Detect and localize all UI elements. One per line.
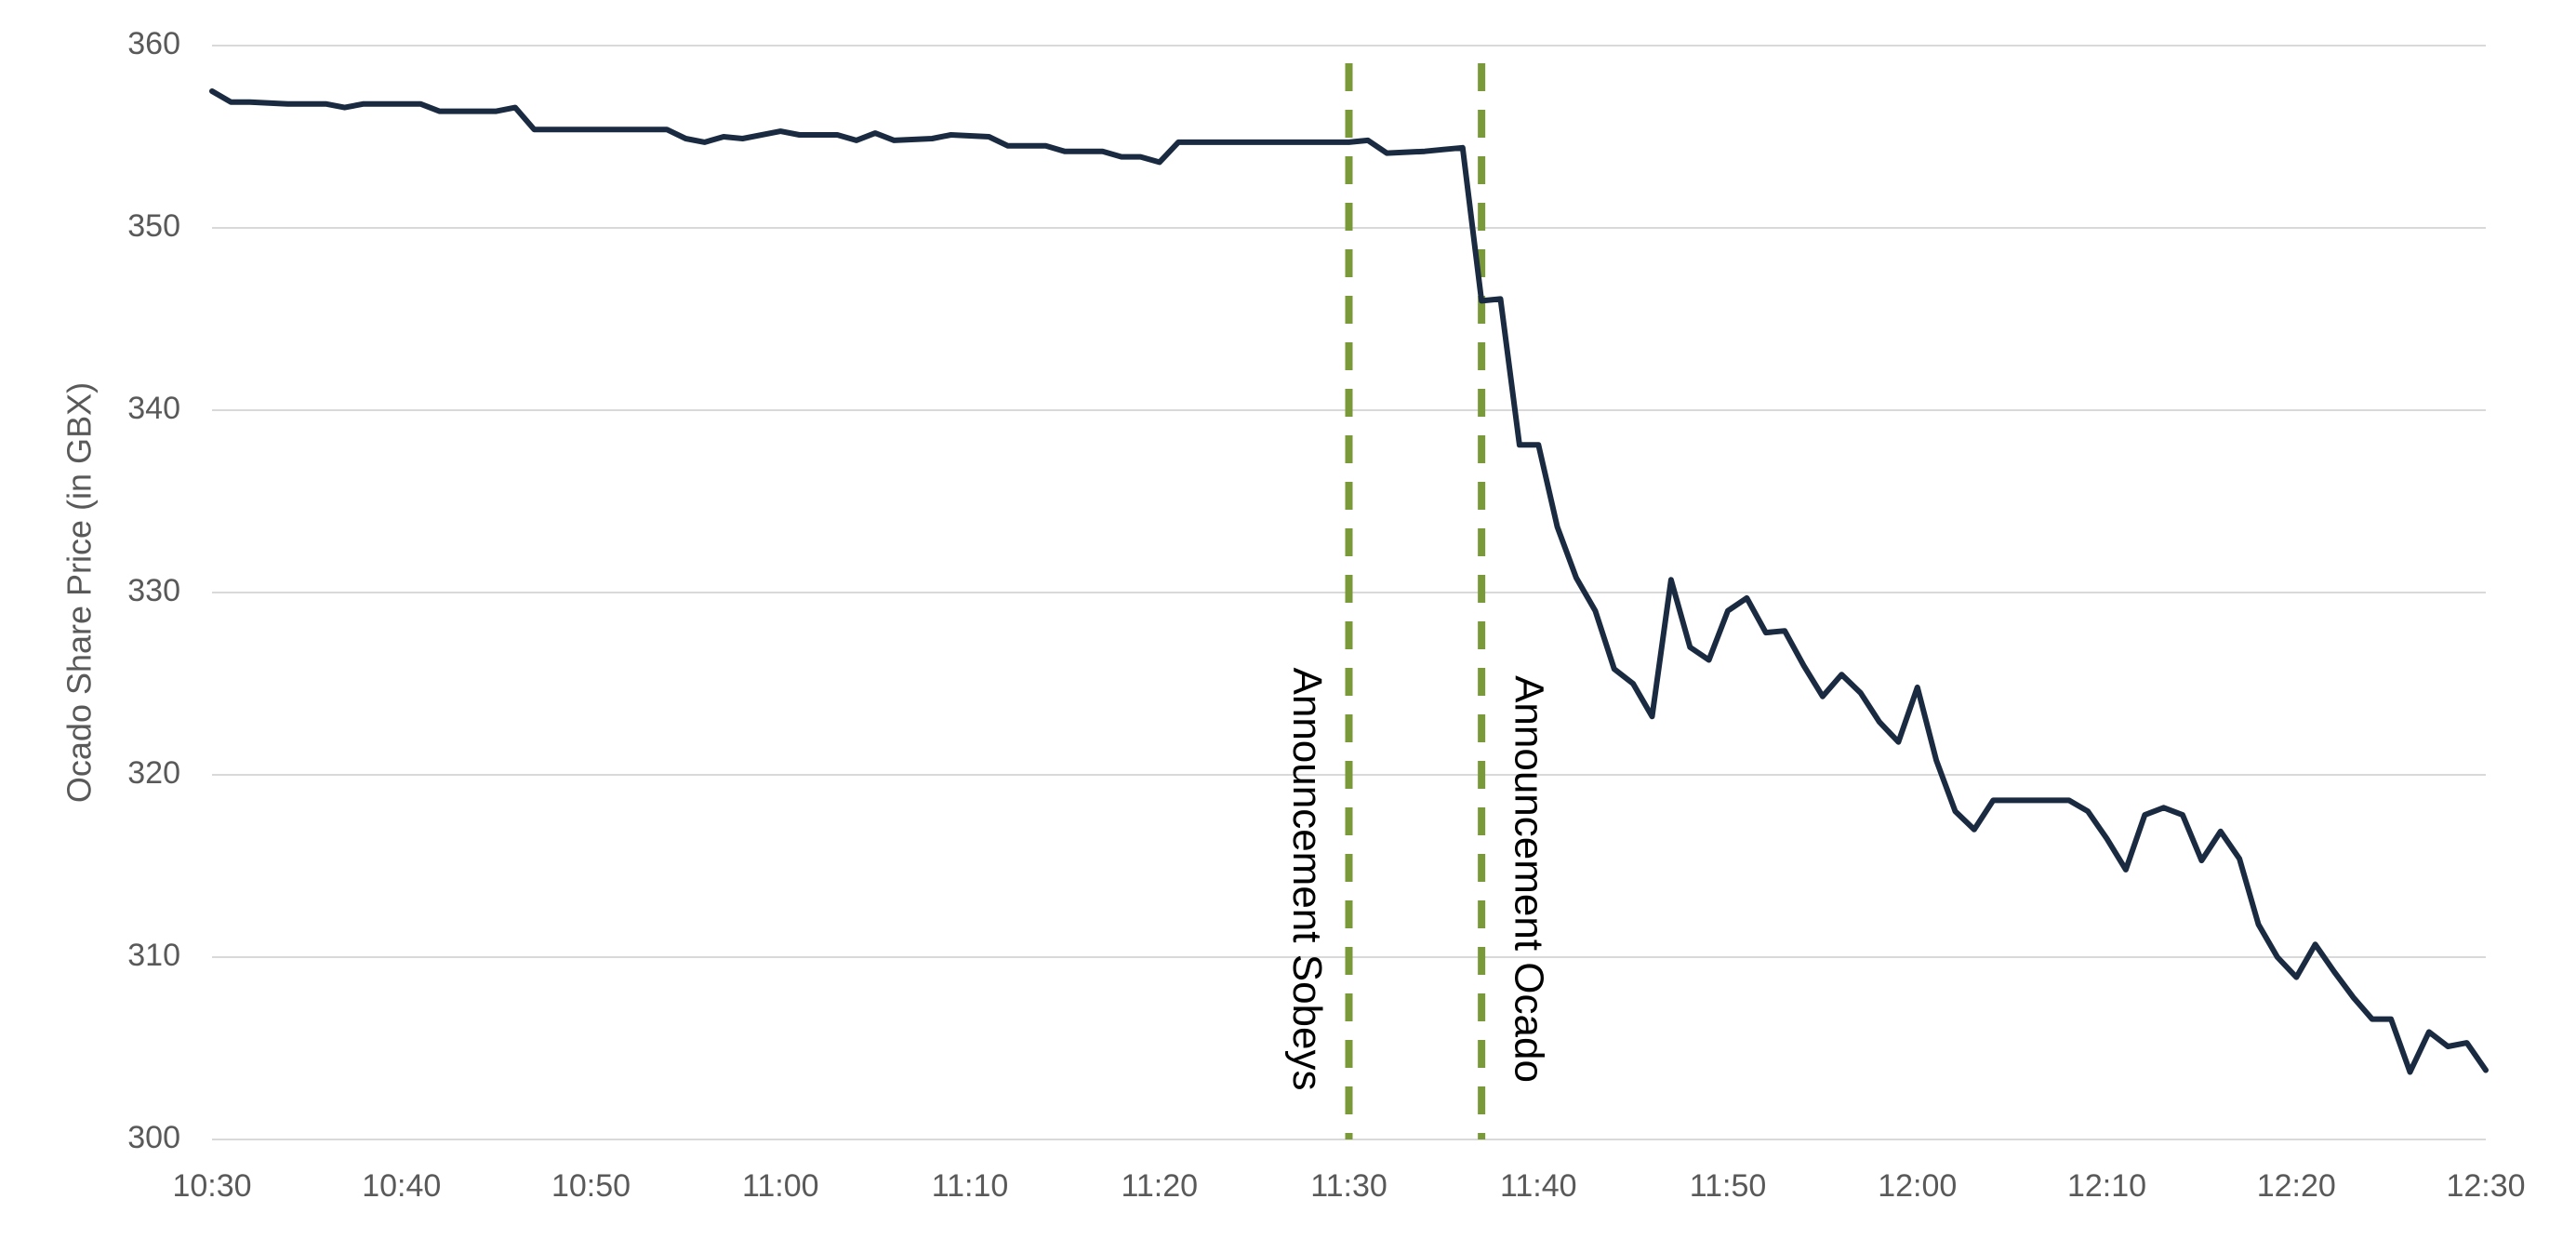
x-tick-label: 11:00 (742, 1168, 819, 1204)
y-tick-label: 330 (127, 573, 180, 608)
y-tick-label: 320 (127, 755, 180, 791)
annotation-label: Announcement Sobeys (1284, 668, 1330, 1091)
x-tick-label: 12:30 (2446, 1168, 2525, 1204)
x-tick-label: 10:40 (362, 1168, 441, 1204)
x-tick-label: 11:30 (1310, 1168, 1388, 1204)
x-tick-label: 12:10 (2067, 1168, 2146, 1204)
x-tick-label: 10:30 (172, 1168, 251, 1204)
y-tick-label: 360 (127, 26, 180, 61)
y-tick-label: 350 (127, 208, 180, 244)
annotation-label: Announcement Ocado (1507, 675, 1552, 1083)
x-tick-label: 11:40 (1500, 1168, 1577, 1204)
x-tick-label: 11:50 (1690, 1168, 1767, 1204)
y-axis-label: Ocado Share Price (in GBX) (60, 382, 99, 803)
y-tick-label: 340 (127, 391, 180, 426)
x-tick-label: 11:10 (932, 1168, 1009, 1204)
x-tick-label: 10:50 (551, 1168, 631, 1204)
x-tick-label: 11:20 (1121, 1168, 1198, 1204)
x-tick-label: 12:20 (2257, 1168, 2336, 1204)
y-tick-label: 310 (127, 938, 180, 973)
x-tick-label: 12:00 (1878, 1168, 1957, 1204)
price-line (209, 88, 2489, 1075)
y-tick-label: 300 (127, 1120, 180, 1155)
